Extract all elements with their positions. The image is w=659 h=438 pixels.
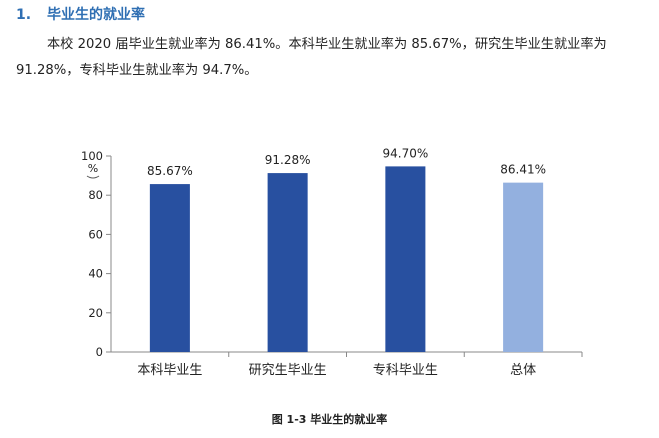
chart-labels: 85.67% 本科毕业生 91.28% 研究生毕业生 94.70% 专科毕业生 86.41%…: [137, 146, 546, 378]
section-heading: 1. 毕业生的就业率: [16, 4, 145, 24]
y-tick-label: 40: [88, 267, 103, 281]
section-number: 1.: [16, 7, 32, 23]
x-tick-label: 本科毕业生: [137, 363, 202, 378]
bar: [385, 166, 426, 352]
data-label: 91.28%: [265, 153, 311, 167]
figure-caption: 图 1-3 毕业生的就业率: [271, 413, 388, 426]
chart-bars: [149, 166, 544, 352]
bar-chart-svg: 0 20 40 60 80 100% 85.67% 本科毕业生 91.28% 研究生毕业生 94.…: [81, 146, 583, 378]
section-title: 毕业生的就业率: [47, 7, 145, 23]
y-tick-label: 80: [88, 188, 103, 202]
x-tick-label: 总体: [510, 363, 536, 378]
y-tick-label: 60: [88, 227, 103, 241]
bar: [149, 184, 190, 352]
paragraph-text: 本校 2020 届毕业生就业率为 86.41%。本科毕业生就业率为 85.67%…: [16, 37, 607, 78]
bar: [503, 182, 544, 352]
data-label: 86.41%: [500, 163, 546, 177]
y-tick-label: 0: [96, 345, 103, 359]
data-label: 94.70%: [382, 146, 428, 160]
employment-rate-chart: 0 20 40 60 80 100% 85.67% 本科毕业生 91.28% 研究生毕业生 94.…: [0, 130, 659, 390]
data-label: 85.67%: [147, 164, 193, 178]
y-axis-label: %: [88, 162, 98, 175]
bar: [267, 173, 308, 352]
body-paragraph: 本校 2020 届毕业生就业率为 86.41%。本科毕业生就业率为 85.67%…: [16, 32, 652, 84]
x-tick-label: 研究生毕业生: [249, 363, 327, 378]
y-tick-label: 100: [81, 149, 103, 163]
x-tick-label: 专科毕业生: [373, 363, 438, 378]
y-axis-label-brace: [86, 175, 100, 179]
y-tick-label: 20: [88, 306, 103, 320]
